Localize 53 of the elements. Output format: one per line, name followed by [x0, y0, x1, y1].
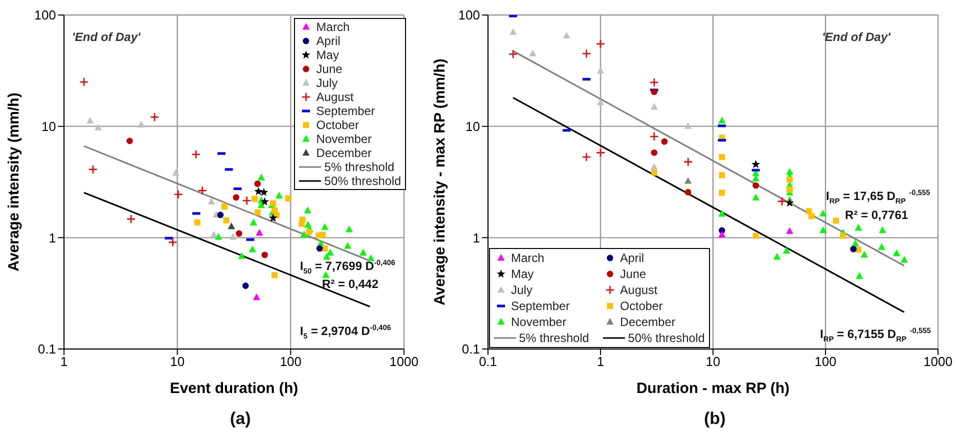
annotation: 'End of Day': [72, 29, 140, 45]
x-tick-label: 0.1: [478, 354, 498, 370]
y-axis-title: Average intensity (mm/h): [6, 92, 22, 272]
x-tick-label: 10: [170, 354, 185, 370]
y-tick-label: 10: [42, 118, 56, 134]
x-tick-label: 1000: [390, 354, 418, 370]
x-axis-title: Event duration (h): [168, 380, 300, 397]
legend-label: March: [511, 251, 544, 265]
legend-label: 50% threshold: [324, 174, 401, 188]
text: (b): [704, 409, 726, 428]
annotation: 'End of Day': [822, 29, 890, 45]
y-tick-label: 100: [458, 8, 480, 23]
legend-label: October: [620, 299, 663, 313]
legend-label: December: [620, 315, 676, 329]
legend-label: 5% threshold: [324, 160, 394, 174]
text: (a): [230, 409, 251, 428]
legend-label: September: [511, 299, 570, 313]
legend-label: April: [620, 251, 644, 265]
legend-label: July: [316, 76, 338, 90]
y-tick-label: 1: [48, 230, 56, 246]
annotation: R² = 0,7761: [845, 207, 908, 223]
legend-label: July: [511, 283, 532, 297]
y-tick-label: 0.1: [38, 342, 56, 357]
y-tick-label: 100: [34, 8, 56, 23]
annotation: I$_{50}$ = 7,7699 D$^{-0,406}$: [300, 258, 396, 276]
x-tick-label: 1: [596, 354, 604, 370]
legend-label: June: [620, 267, 646, 281]
legend-label: November: [316, 132, 372, 146]
y-tick-label: 0.1: [462, 342, 480, 357]
x-tick-label: 100: [814, 354, 836, 370]
x-axis-title: Duration - max RP (h): [635, 380, 791, 397]
legend-label: March: [316, 20, 350, 34]
legend-label: August: [620, 283, 658, 297]
x-tick-label: 10: [706, 354, 720, 370]
legend-label: August: [316, 90, 354, 104]
legend-label: May: [316, 48, 339, 62]
y-tick-label: 10: [466, 118, 480, 134]
x-tick-label: 1000: [924, 354, 952, 370]
legend-label: 5% threshold: [519, 331, 590, 345]
y-tick-label: 1: [472, 230, 480, 246]
annotation: R² = 0,442: [322, 276, 378, 292]
x-tick-label: 1: [60, 354, 68, 370]
legend-label: May: [511, 267, 534, 281]
legend-label: September: [316, 104, 375, 118]
legend-label: November: [511, 315, 566, 329]
y-axis-title: Average intensity - max RP (mm/h): [432, 58, 448, 306]
legend-label: April: [316, 34, 340, 48]
legend-label: 50% threshold: [628, 331, 705, 345]
legend-label: October: [316, 118, 359, 132]
legend-label: December: [316, 146, 372, 160]
x-tick-label: 100: [280, 354, 302, 370]
legend-label: June: [316, 62, 342, 76]
annotation: I$_{5}$ = 2,9704 D$^{-0,406}$: [300, 323, 391, 340]
